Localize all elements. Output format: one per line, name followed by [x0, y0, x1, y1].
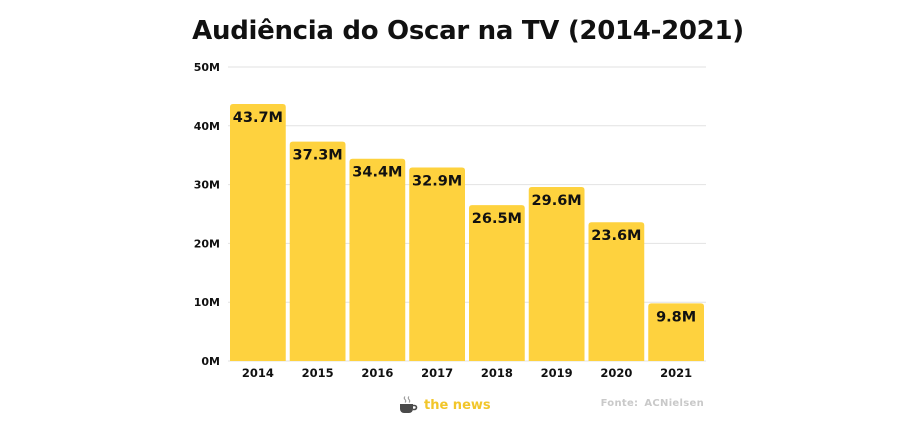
x-tick-label: 2014	[242, 366, 274, 380]
chart-title: Audiência do Oscar na TV (2014-2021)	[192, 16, 744, 46]
bar	[648, 303, 704, 361]
data-label: 37.3M	[293, 148, 343, 164]
y-tick-label: 50M	[194, 61, 220, 74]
x-tick-label: 2020	[600, 366, 632, 380]
source-label: Fonte:	[600, 398, 639, 409]
y-axis-ticks: 0M 10M 20M 30M 40M 50M	[194, 61, 220, 368]
x-tick-label: 2016	[361, 366, 393, 380]
bar	[409, 167, 465, 361]
y-tick-label: 30M	[194, 179, 220, 192]
data-label: 32.9M	[412, 174, 462, 190]
brand-logo: the news	[398, 394, 491, 416]
data-label: 23.6M	[591, 228, 641, 244]
data-label: 34.4M	[352, 165, 402, 181]
y-tick-label: 0M	[201, 355, 220, 368]
bar	[469, 205, 525, 361]
bar	[528, 186, 585, 361]
brand-name: the news	[424, 397, 491, 413]
x-axis-ticks: 2014 2015 2016 2017 2018 2019 2020 2021	[242, 366, 692, 380]
source-note: Fonte: ACNielsen	[601, 398, 704, 409]
y-tick-label: 40M	[194, 120, 220, 133]
data-label: 43.7M	[233, 110, 283, 126]
bar	[588, 222, 645, 361]
data-label: 29.6M	[532, 193, 582, 209]
bar	[230, 104, 286, 361]
x-tick-label: 2015	[302, 366, 334, 380]
source-name: ACNielsen	[644, 398, 704, 409]
x-tick-label: 2018	[481, 366, 513, 380]
y-tick-label: 10M	[194, 296, 220, 309]
bar	[349, 158, 406, 361]
data-label: 26.5M	[472, 211, 522, 227]
coffee-cup-icon	[400, 396, 418, 413]
x-tick-label: 2017	[421, 366, 453, 380]
bar	[289, 141, 346, 361]
y-tick-label: 20M	[194, 237, 220, 250]
x-tick-label: 2021	[660, 366, 692, 380]
x-tick-label: 2019	[541, 366, 573, 380]
data-label: 9.8M	[656, 309, 696, 325]
bars: 43.7M 37.3M 34.4M 32.9M 26.5M 29.6M 23.6M 9.8M	[230, 104, 704, 361]
